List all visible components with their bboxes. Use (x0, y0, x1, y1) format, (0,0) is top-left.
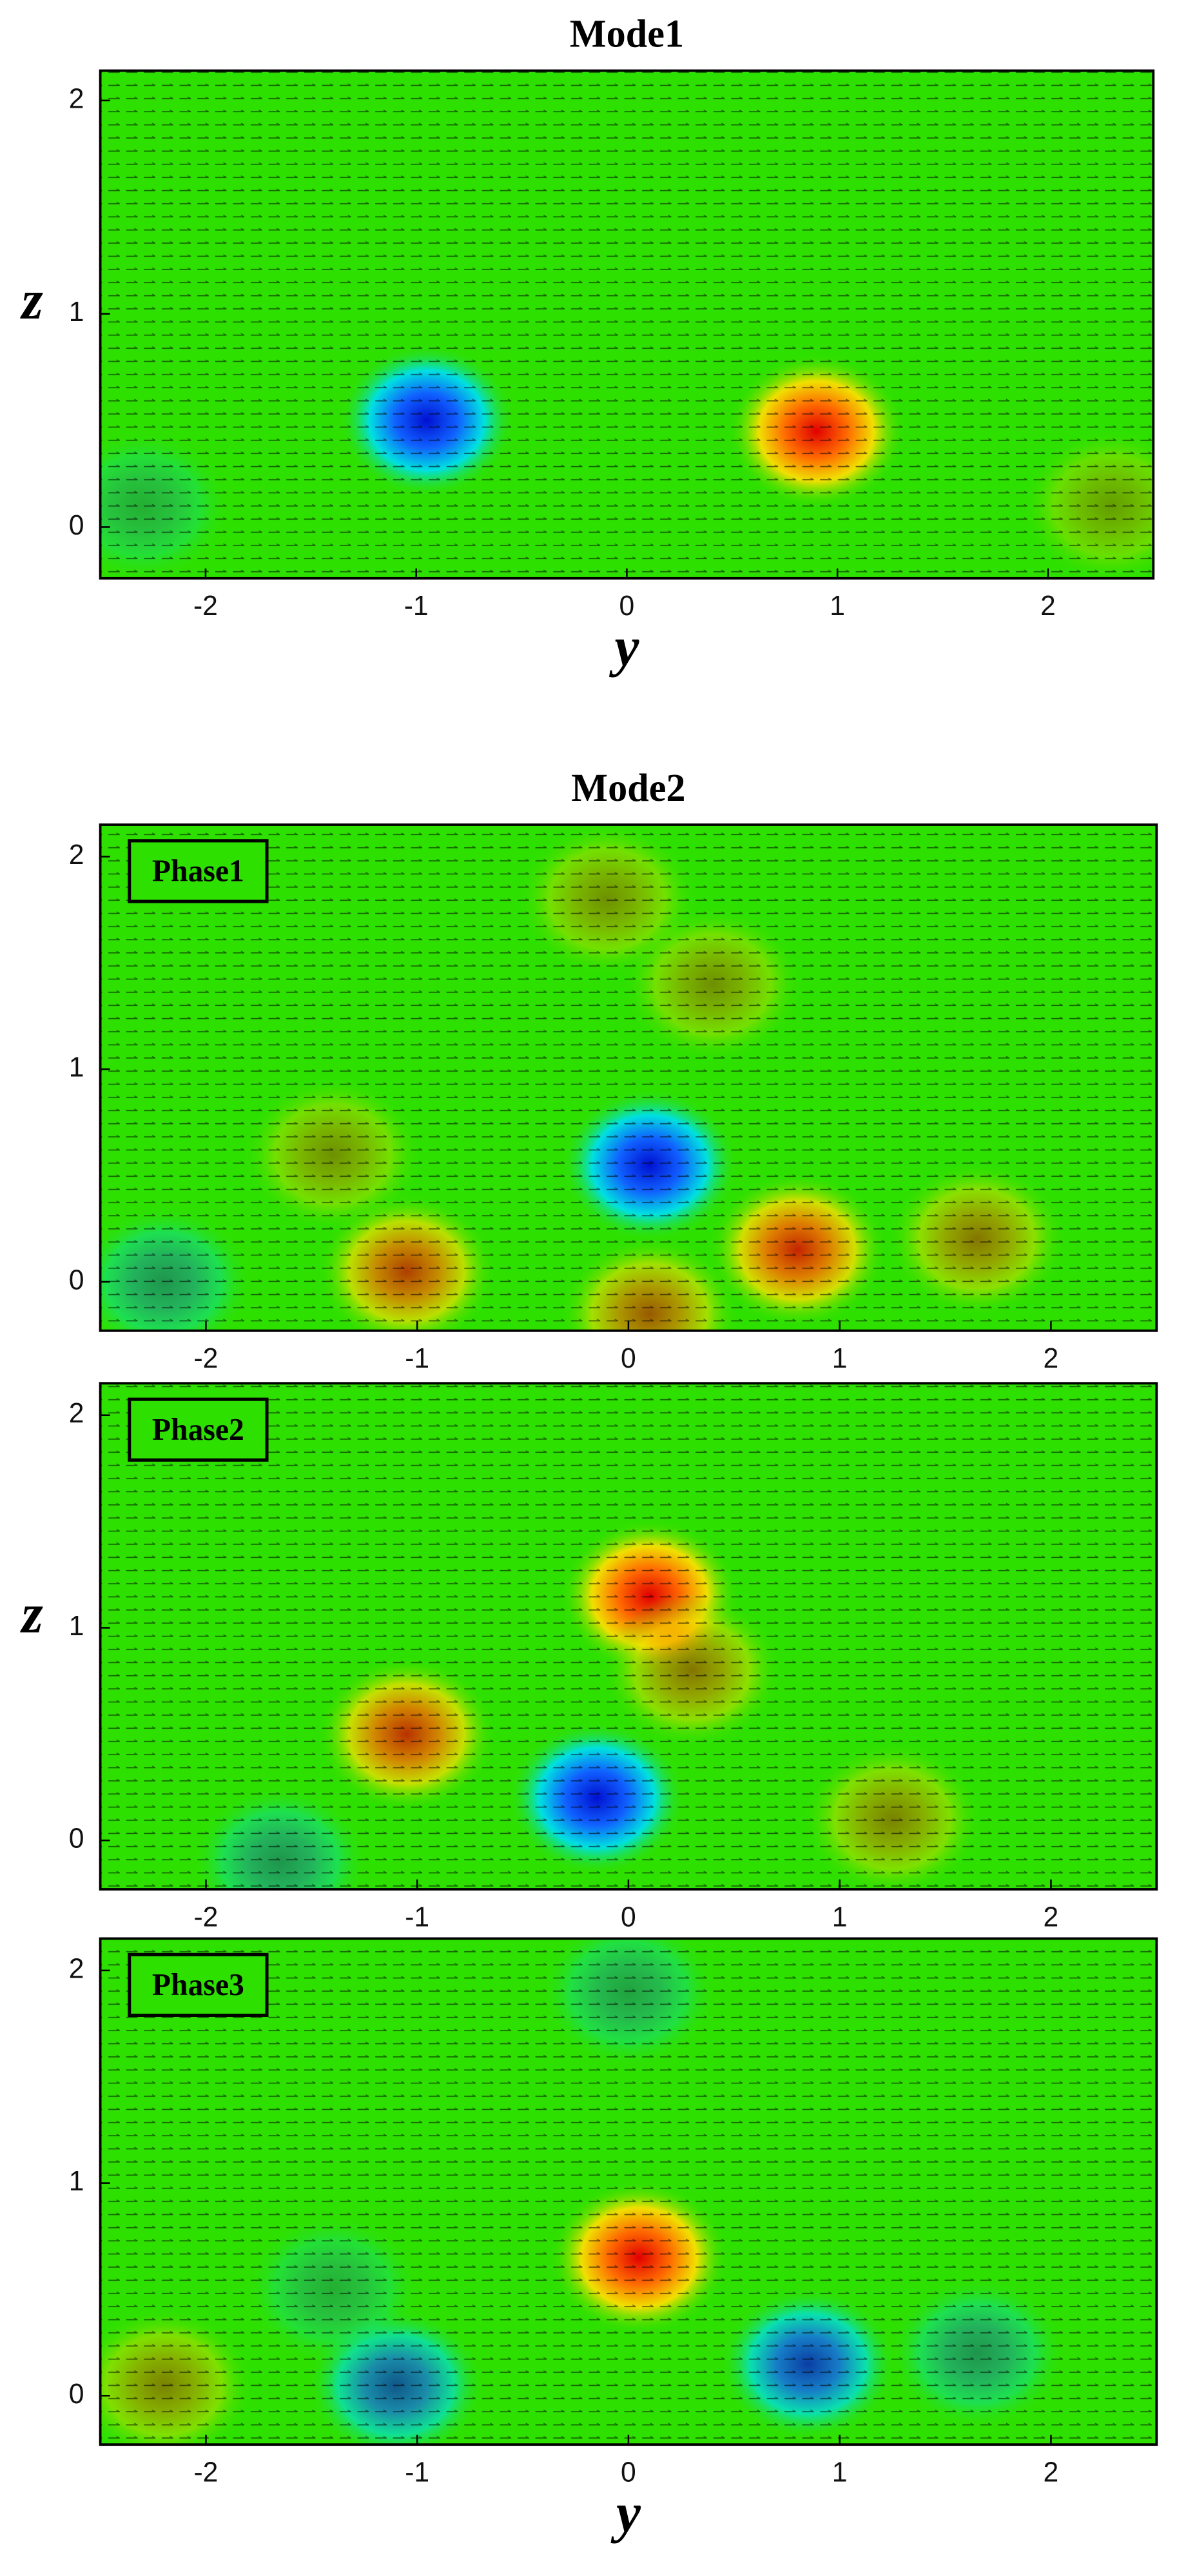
y-tick-label: 0 (69, 1264, 84, 1295)
vector-field (100, 1938, 1157, 2445)
panel-title: Mode1 (570, 12, 684, 56)
x-tick-label: -2 (193, 1902, 218, 1932)
phase-label: Phase2 (152, 1413, 244, 1447)
y-tick-label: 1 (69, 297, 84, 328)
phase-box (128, 839, 269, 903)
y-axis-label: z (20, 268, 44, 331)
x-tick-label: -2 (193, 591, 218, 622)
plot-area (100, 70, 1154, 578)
y-tick-label: 1 (69, 1611, 84, 1642)
x-tick-label: 1 (832, 2457, 848, 2488)
x-tick-label: 0 (621, 2457, 636, 2488)
x-tick-label: 2 (1044, 2457, 1059, 2488)
x-tick-label: 0 (619, 591, 635, 622)
x-tick-label: 2 (1044, 1343, 1059, 1374)
x-tick-label: 0 (621, 1902, 636, 1932)
phase-label: Phase1 (152, 854, 244, 888)
y-axis-label: z (20, 1582, 44, 1645)
y-tick-label: 2 (69, 840, 84, 870)
y-tick-label: 1 (69, 2166, 84, 2197)
vector-field (100, 825, 1157, 1331)
plot-area (100, 1938, 1157, 2445)
x-tick-label: 2 (1040, 591, 1056, 622)
phase-box (128, 1952, 269, 2018)
y-tick-label: 2 (69, 83, 84, 114)
x-tick-label: -1 (405, 1902, 429, 1932)
x-tick-label: -2 (193, 1343, 218, 1374)
x-tick-label: -2 (193, 2457, 218, 2488)
x-tick-label: 2 (1044, 1902, 1059, 1932)
phase-label: Phase3 (152, 1968, 244, 2002)
plot-area (100, 1383, 1157, 1890)
x-tick-label: 1 (832, 1343, 848, 1374)
x-tick-label: 1 (832, 1902, 848, 1932)
y-tick-label: 1 (69, 1052, 84, 1083)
plot-area (100, 825, 1157, 1331)
panel-title: Mode2 (571, 767, 685, 811)
y-tick-label: 0 (69, 1823, 84, 1854)
x-tick-label: 0 (621, 1343, 636, 1374)
y-tick-label: 0 (69, 510, 84, 541)
x-tick-label: -1 (404, 591, 429, 622)
y-tick-label: 2 (69, 1953, 84, 1984)
vector-field (100, 70, 1154, 578)
phase-box (128, 1397, 269, 1462)
x-tick-label: -1 (405, 1343, 429, 1374)
y-tick-label: 0 (69, 2378, 84, 2409)
x-tick-label: 1 (830, 591, 845, 622)
vector-field (100, 1383, 1157, 1890)
x-axis-label: y (610, 2481, 641, 2544)
x-axis-label: y (609, 615, 640, 678)
y-tick-label: 2 (69, 1398, 84, 1429)
x-tick-label: -1 (405, 2457, 429, 2488)
